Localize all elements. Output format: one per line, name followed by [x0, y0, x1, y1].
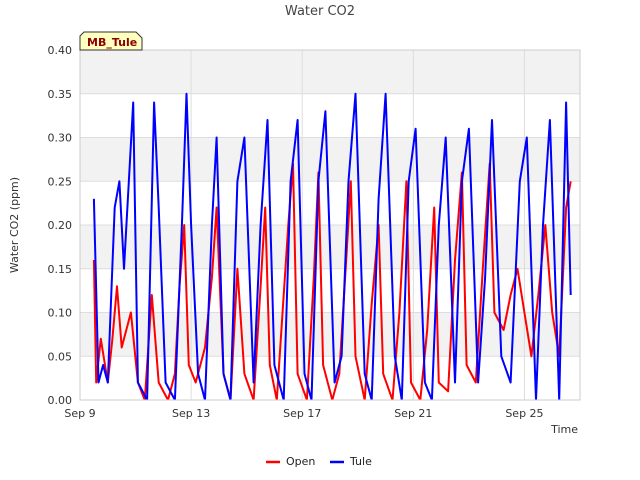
y-tick-label: 0.20 [48, 219, 73, 232]
plot-frame [79, 49, 581, 401]
site-badge: MB_Tule [79, 31, 143, 51]
y-tick-label: 0.10 [48, 307, 73, 320]
plot-band [80, 50, 580, 94]
x-axis-ticks: Sep 9 Sep 13 Sep 17 Sep 21 Sep 25 [64, 407, 543, 420]
y-tick-label: 0.40 [48, 44, 73, 57]
x-axis-label: Time [550, 423, 578, 436]
y-tick-label: 0.15 [48, 263, 73, 276]
plot-band [80, 137, 580, 182]
x-tick-label: Sep 17 [283, 407, 321, 420]
series-layer [92, 92, 572, 400]
x-tick-label: Sep 25 [505, 407, 543, 420]
series-line-tule [92, 92, 572, 400]
y-tick-label: 0.25 [48, 175, 73, 188]
plot-band [80, 93, 580, 138]
site-badge-box [79, 31, 143, 51]
y-tick-label: 0.30 [48, 132, 73, 145]
y-axis-label: Water CO2 (ppm) [8, 177, 21, 273]
x-tick-label: Sep 21 [394, 407, 432, 420]
legend-label-tule: Tule [349, 455, 372, 468]
chart-title: Water CO2 [285, 4, 355, 19]
x-tick-label: Sep 13 [172, 407, 210, 420]
y-tick-label: 0.00 [48, 394, 73, 407]
y-axis-ticks: 0.00 0.05 0.10 0.15 0.20 0.25 0.30 0.35 0.40 [48, 44, 73, 407]
x-tick-label: Sep 9 [64, 407, 95, 420]
legend: Open Tule [266, 455, 372, 468]
legend-label-open: Open [286, 455, 315, 468]
site-badge-text: MB_Tule [87, 36, 137, 49]
y-tick-label: 0.05 [48, 350, 73, 363]
y-tick-label: 0.35 [48, 88, 73, 101]
